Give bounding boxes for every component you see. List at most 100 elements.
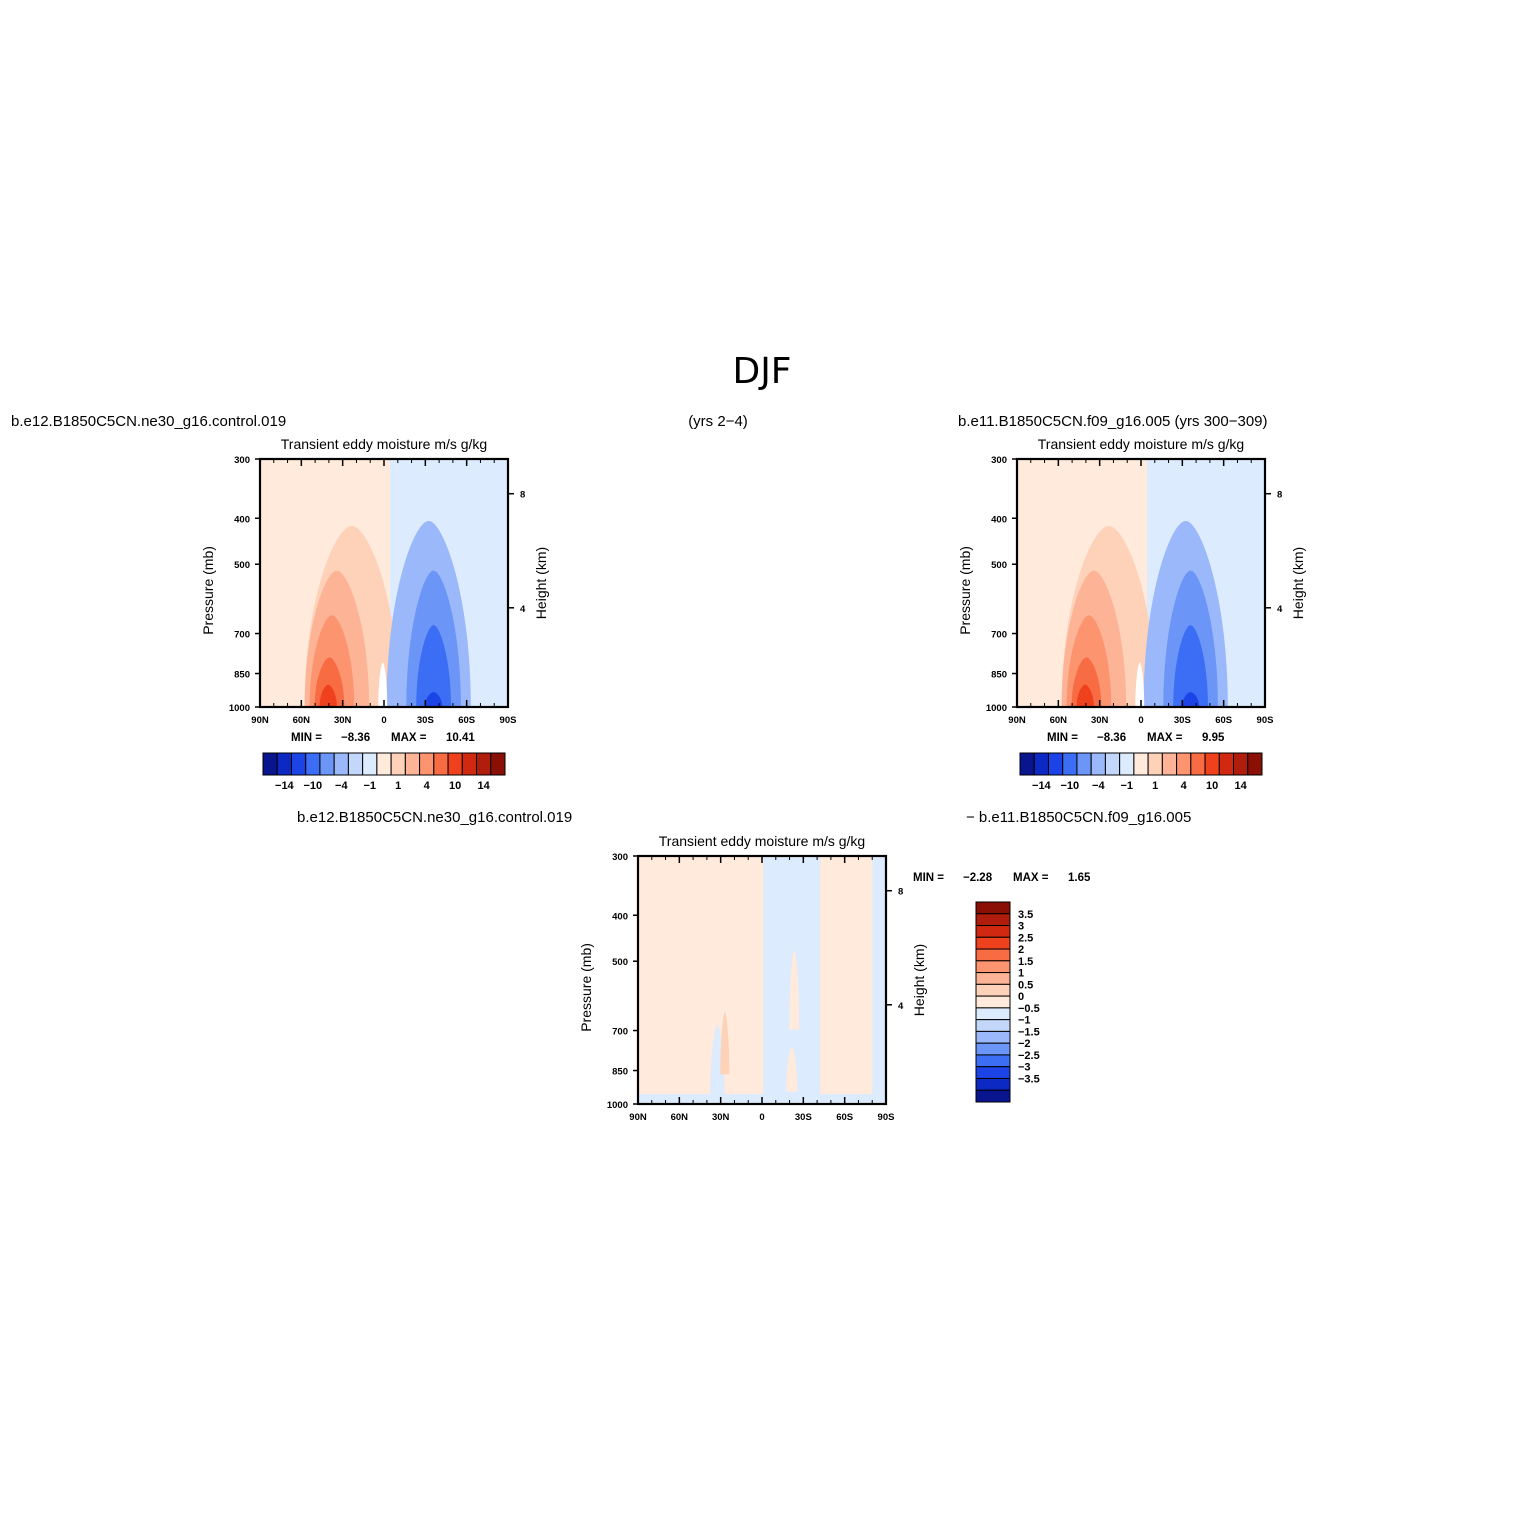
contour-fills [638,856,886,1104]
colorbar-box [1176,752,1192,776]
x-tick-label: 30S [795,1112,812,1123]
min-label: MIN = [1047,732,1078,744]
colorbar-box [476,752,492,776]
colorbar-box [975,1089,1011,1103]
y2-tick-label: 4 [898,1001,904,1012]
y-tick-label: 850 [234,670,250,681]
contour-negative-level-4 [1181,692,1200,707]
colorbar-label: −10 [303,780,322,792]
colorbar-box [419,752,435,776]
colorbar-box [347,752,364,776]
y-tick-label: 850 [991,670,1007,681]
y-tick-label: 500 [234,560,250,571]
x-tick-label: 60N [293,715,311,726]
colorbar-label: −2 [1018,1038,1031,1050]
colorbar-box [262,752,278,776]
y2-tick-label: 8 [898,887,903,898]
colorbar-label: 10 [1206,780,1218,792]
colorbar-label: −1.5 [1018,1026,1040,1038]
y-tick-label: 300 [991,455,1007,466]
x-tick-label: 90N [1008,715,1026,726]
colorbar-box [975,1030,1011,1044]
x-tick-label: 30S [417,715,434,726]
x-tick-label: 60N [1050,715,1068,726]
colorbar-box [975,936,1011,950]
colorbar-label: 2 [1018,944,1024,956]
colorbar-label: 1 [1152,780,1158,792]
x-tick-label: 0 [381,715,386,726]
panel-left: Transient eddy moisture m/s g/kg 90N 60N 30… [200,436,549,792]
y2-tick-label: 8 [1277,490,1282,501]
contour-positive-level-5 [319,684,337,707]
colorbar-label: −0.5 [1018,1003,1040,1015]
colorbar-box [319,752,335,776]
y-tick-label: 300 [612,852,628,863]
x-tick-label: 60S [458,715,475,726]
panel-right: Transient eddy moisture m/s g/kg 90N 60N 30… [957,436,1306,792]
min-value: −2.28 [963,872,993,884]
contour-fills [1017,459,1265,707]
colorbar-box [1076,752,1092,776]
y2-axis-label: Height (km) [1290,547,1306,619]
min-value: −8.36 [341,732,370,744]
contour-zero-band [378,662,388,707]
colorbar-label: 0 [1018,991,1024,1003]
y2-tick-label: 8 [520,490,525,501]
colorbar-box [390,752,406,776]
contour-negative-level-4 [424,692,443,707]
colorbar-label: 0.5 [1018,979,1033,991]
y-tick-label: 700 [991,630,1007,641]
colorbar-box [376,752,392,776]
colorbar-box [447,752,463,776]
x-tick-label: 30N [712,1112,730,1123]
y-axis-label: Pressure (mb) [578,943,594,1032]
x-tick-label: 60N [671,1112,689,1123]
colorbar-box [276,752,292,776]
contour-zero-band [1135,662,1145,707]
colorbar-box [975,960,1011,974]
colorbar-box [333,752,349,776]
colorbar-box [975,1077,1011,1091]
contour-positive-patch [720,1012,730,1075]
colorbar-box [461,752,478,776]
y2-tick-label: 4 [1277,604,1283,615]
colorbar-box [975,913,1011,927]
max-label: MAX = [1147,732,1183,744]
x-tick-label: 30N [1091,715,1109,726]
x-tick-label: 90S [500,715,517,726]
contour-positive-level-5 [1076,684,1094,707]
x-tick-label: 30N [334,715,352,726]
x-tick-label: 90N [251,715,269,726]
colorbar-box [305,752,321,776]
colorbar-label: 2.5 [1018,932,1033,944]
colorbar-label: −14 [275,780,295,792]
colorbar-label: 10 [449,780,461,792]
x-tick-label: 0 [759,1112,764,1123]
colorbar-box [975,1007,1011,1021]
colorbar-label: −4 [335,780,348,792]
colorbar-box [1247,752,1263,776]
x-tick-label: 90N [629,1112,647,1123]
colorbar-box [1047,752,1064,776]
colorbar-label: −1 [1018,1015,1031,1027]
y-tick-label: 1000 [607,1100,628,1111]
colorbar-box [975,1066,1011,1079]
colorbar-box [975,995,1011,1009]
x-tick-label: 30S [1174,715,1191,726]
colorbar-box [1233,752,1249,776]
colorbar-box [975,901,1011,915]
x-tick-label: 0 [1138,715,1143,726]
colorbar-box [1104,752,1121,776]
colorbar-label: 1 [395,780,401,792]
contour-negative-edge [872,856,886,1104]
contour-negative-level-3 [416,625,451,707]
y2-tick-label: 4 [520,604,526,615]
y-tick-label: 850 [612,1067,628,1078]
colorbar-label: −10 [1060,780,1079,792]
colorbar-box [490,752,506,776]
y-tick-label: 1000 [986,703,1007,714]
y-tick-label: 700 [612,1027,628,1038]
y-tick-label: 400 [991,514,1007,525]
colorbar-box [975,972,1011,985]
panel-subtitle: Transient eddy moisture m/s g/kg [1038,436,1244,452]
